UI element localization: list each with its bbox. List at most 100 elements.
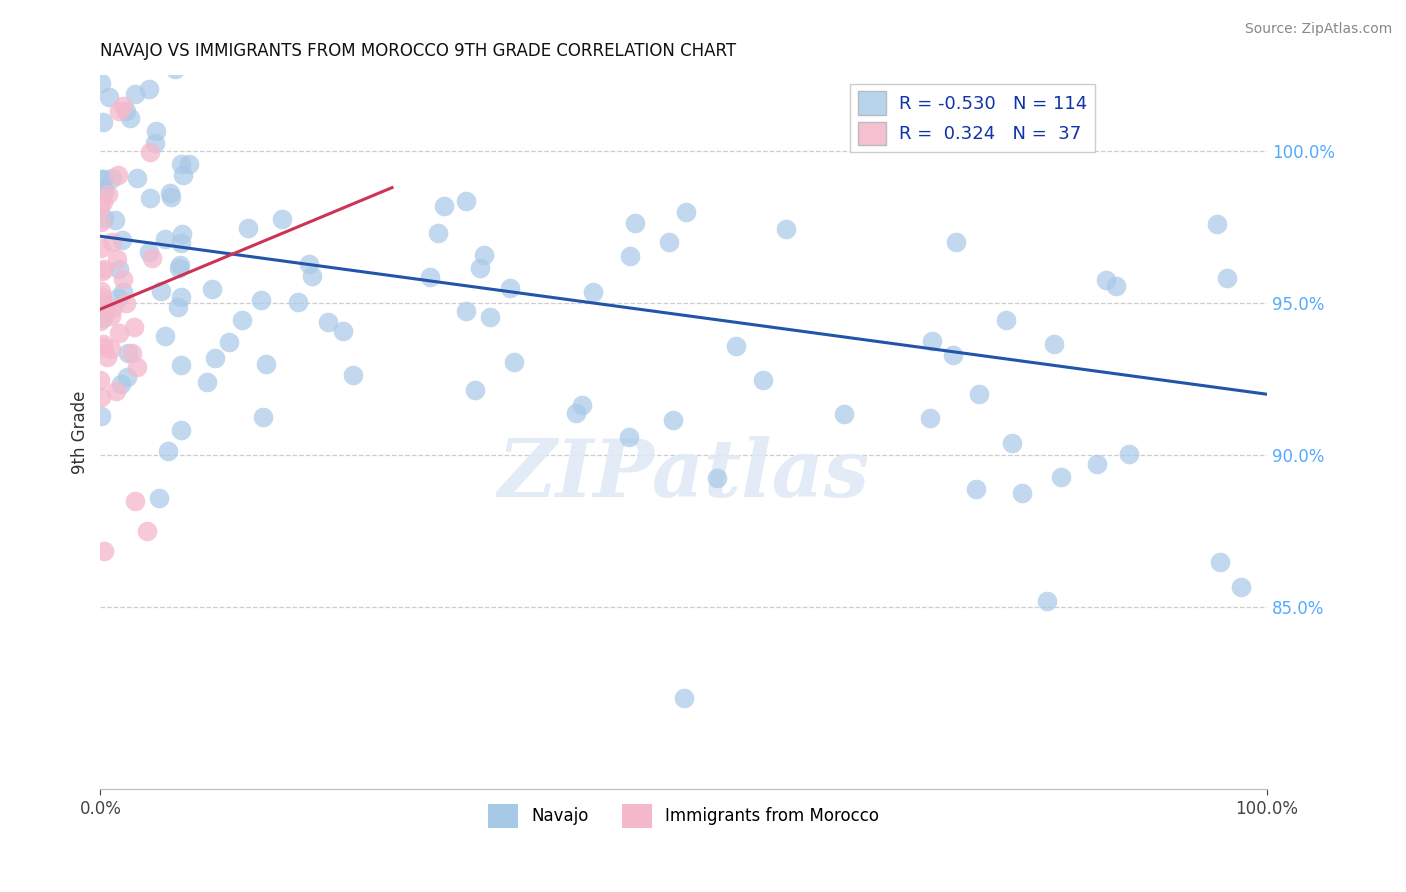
Point bbox=[150, 284, 173, 298]
Point bbox=[125, 359, 148, 374]
Point bbox=[155, 232, 177, 246]
Point bbox=[94, 304, 117, 318]
Point bbox=[775, 222, 797, 236]
Point bbox=[301, 268, 323, 283]
Point bbox=[107, 326, 129, 340]
Point bbox=[170, 424, 193, 438]
Point bbox=[287, 294, 309, 309]
Point bbox=[675, 204, 697, 219]
Point bbox=[156, 444, 179, 458]
Point bbox=[582, 285, 605, 299]
Point bbox=[138, 145, 160, 160]
Point bbox=[571, 398, 593, 412]
Point bbox=[271, 212, 294, 227]
Point bbox=[112, 285, 135, 300]
Point bbox=[138, 191, 160, 205]
Point bbox=[468, 260, 491, 275]
Point bbox=[921, 334, 943, 349]
Point bbox=[107, 169, 129, 183]
Point bbox=[90, 390, 112, 404]
Point bbox=[91, 290, 114, 304]
Point bbox=[1050, 469, 1073, 483]
Point bbox=[90, 76, 112, 90]
Point bbox=[124, 87, 146, 102]
Point bbox=[122, 320, 145, 334]
Point bbox=[918, 410, 941, 425]
Point bbox=[195, 376, 218, 390]
Text: NAVAJO VS IMMIGRANTS FROM MOROCCO 9TH GRADE CORRELATION CHART: NAVAJO VS IMMIGRANTS FROM MOROCCO 9TH GR… bbox=[100, 42, 737, 60]
Point bbox=[1043, 336, 1066, 351]
Point bbox=[115, 369, 138, 384]
Point bbox=[419, 269, 441, 284]
Point bbox=[160, 190, 183, 204]
Point bbox=[658, 235, 681, 249]
Point bbox=[170, 227, 193, 241]
Point bbox=[91, 311, 114, 326]
Point bbox=[90, 241, 112, 255]
Point bbox=[108, 103, 131, 118]
Point bbox=[121, 346, 143, 360]
Point bbox=[91, 171, 114, 186]
Point bbox=[91, 0, 114, 2]
Point bbox=[316, 315, 339, 329]
Point bbox=[141, 251, 163, 265]
Text: Source: ZipAtlas.com: Source: ZipAtlas.com bbox=[1244, 22, 1392, 37]
Point bbox=[104, 384, 127, 398]
Point bbox=[725, 339, 748, 353]
Point bbox=[945, 235, 967, 250]
Point bbox=[1209, 556, 1232, 570]
Point bbox=[1095, 273, 1118, 287]
Point bbox=[153, 328, 176, 343]
Point bbox=[472, 248, 495, 262]
Point bbox=[1036, 594, 1059, 608]
Point bbox=[111, 272, 134, 286]
Point bbox=[231, 313, 253, 327]
Point bbox=[994, 313, 1017, 327]
Point bbox=[90, 215, 112, 229]
Point bbox=[252, 410, 274, 425]
Point bbox=[101, 171, 124, 186]
Point bbox=[332, 324, 354, 338]
Point bbox=[117, 345, 139, 359]
Point bbox=[91, 263, 114, 277]
Point bbox=[91, 339, 114, 353]
Point bbox=[101, 235, 124, 249]
Point bbox=[90, 409, 112, 423]
Point bbox=[124, 493, 146, 508]
Point bbox=[148, 491, 170, 505]
Point bbox=[170, 358, 193, 372]
Point bbox=[503, 355, 526, 369]
Point bbox=[464, 383, 486, 397]
Point bbox=[120, 111, 142, 125]
Point bbox=[706, 471, 728, 485]
Point bbox=[93, 211, 115, 226]
Point bbox=[1001, 436, 1024, 450]
Point bbox=[204, 351, 226, 366]
Point bbox=[942, 347, 965, 361]
Point bbox=[969, 387, 991, 401]
Point bbox=[250, 293, 273, 307]
Point bbox=[114, 296, 136, 310]
Point bbox=[110, 377, 132, 392]
Point bbox=[201, 282, 224, 296]
Point bbox=[91, 295, 114, 310]
Point bbox=[89, 198, 111, 212]
Point bbox=[238, 220, 260, 235]
Point bbox=[170, 236, 193, 251]
Point bbox=[177, 156, 200, 170]
Point bbox=[617, 430, 640, 444]
Point bbox=[752, 373, 775, 387]
Point bbox=[624, 216, 647, 230]
Point bbox=[136, 524, 159, 538]
Point bbox=[342, 368, 364, 383]
Point bbox=[499, 281, 522, 295]
Point bbox=[619, 249, 641, 263]
Point bbox=[89, 298, 111, 312]
Point bbox=[138, 82, 160, 96]
Point bbox=[163, 62, 186, 76]
Point bbox=[91, 194, 114, 209]
Point bbox=[433, 199, 456, 213]
Point bbox=[97, 187, 120, 202]
Point bbox=[93, 262, 115, 277]
Point bbox=[169, 290, 191, 304]
